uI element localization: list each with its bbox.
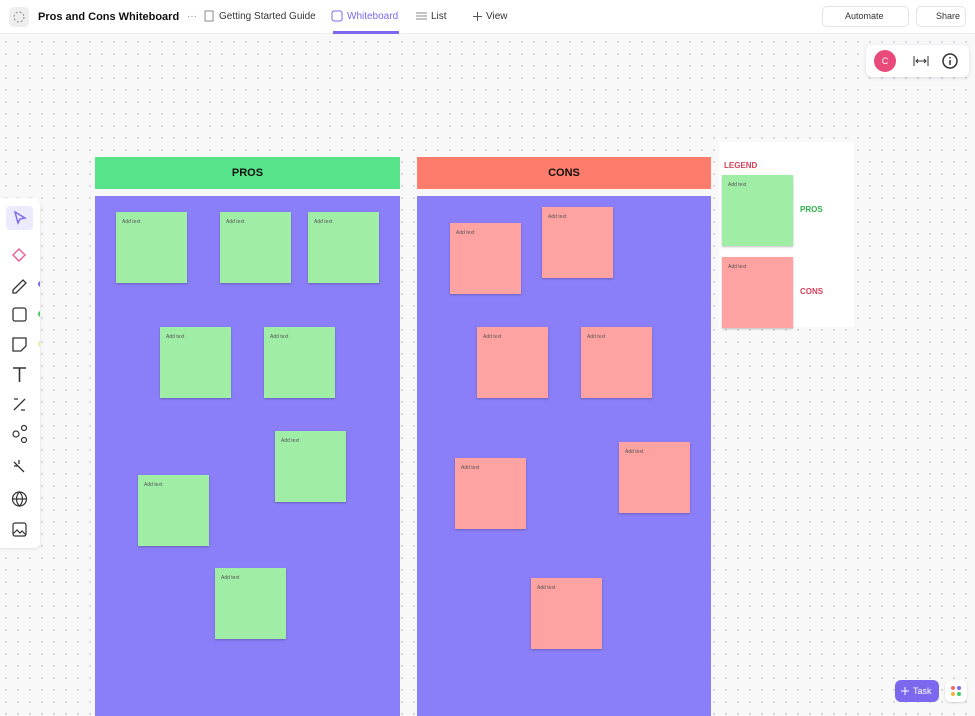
tab[interactable]: View	[486, 11, 508, 22]
tab-active[interactable]: Whiteboard	[347, 11, 399, 22]
sticky-note[interactable]: Add text	[722, 175, 793, 246]
text-tool[interactable]	[13, 367, 26, 382]
info-icon[interactable]	[942, 53, 958, 69]
pen-tool[interactable]	[12, 279, 27, 294]
plus-icon	[901, 687, 909, 695]
automate-label: Automate	[845, 11, 884, 21]
list-icon	[416, 12, 427, 20]
space-icon[interactable]	[9, 7, 29, 27]
task-button[interactable]: Task	[895, 680, 939, 702]
sticky-note[interactable]: Add text	[264, 327, 335, 398]
image-tool[interactable]	[12, 522, 27, 537]
task-label: Task	[913, 686, 932, 696]
sticky-note[interactable]: Add text	[542, 207, 613, 278]
sticky-note[interactable]: Add text	[455, 458, 526, 529]
sticky-tool[interactable]	[12, 337, 27, 352]
pros-column: PROS	[95, 157, 400, 189]
plus-icon	[473, 12, 482, 21]
sticky-note[interactable]: Add text	[477, 327, 548, 398]
fit-icon[interactable]	[913, 54, 929, 68]
automate-button[interactable]	[822, 6, 909, 27]
sticky-note[interactable]: Add text	[116, 212, 187, 283]
connector-tool[interactable]	[13, 398, 26, 411]
legend-label: CONS	[800, 287, 824, 296]
ai-tool[interactable]	[12, 248, 26, 262]
embed-tool[interactable]	[11, 491, 28, 507]
sticky-note[interactable]: Add text	[275, 431, 346, 502]
column-header: PROS	[95, 157, 400, 189]
page-title: Pros and Cons Whiteboard	[38, 11, 180, 23]
sticky-note[interactable]: Add text	[160, 327, 231, 398]
toolbar-icons	[6, 206, 44, 537]
sticky-note[interactable]: Add text	[722, 257, 793, 328]
sticky-note[interactable]: Add text	[215, 568, 286, 639]
toolbar	[0, 198, 44, 548]
doc-icon	[204, 10, 214, 22]
tab[interactable]: List	[431, 11, 447, 22]
sticky-note[interactable]: Add text	[308, 212, 379, 283]
column-header: CONS	[417, 157, 711, 189]
legend-title: LEGEND	[724, 161, 758, 170]
legend-label: PROS	[800, 205, 823, 214]
sticky-note[interactable]: Add text	[450, 223, 521, 294]
sticky-note[interactable]: Add text	[619, 442, 690, 513]
sticky-note[interactable]: Add text	[220, 212, 291, 283]
apps-icon	[951, 686, 961, 696]
top-bar: Pros and Cons Whiteboard ··· Getting Sta…	[0, 0, 975, 34]
sticky-note[interactable]: Add text	[581, 327, 652, 398]
apps-button[interactable]	[945, 680, 967, 702]
mindmap-tool[interactable]	[12, 424, 28, 444]
cons-column: CONS	[417, 157, 711, 189]
sticky-note[interactable]: Add text	[138, 475, 209, 546]
avatar[interactable]: C	[874, 50, 896, 72]
magic-tool[interactable]	[13, 460, 25, 473]
share-label: Share	[936, 11, 961, 21]
tab-underline	[333, 31, 399, 34]
collab-bar: C	[866, 45, 969, 77]
more-menu[interactable]: ···	[187, 11, 197, 22]
legend-panel: LEGEND Add text PROS Add text CONS	[719, 142, 854, 328]
shape-tool[interactable]	[12, 307, 27, 322]
sticky-note[interactable]: Add text	[531, 578, 602, 649]
share-button[interactable]	[916, 6, 966, 27]
tab[interactable]: Getting Started Guide	[219, 11, 316, 22]
whiteboard-icon	[331, 10, 343, 22]
select-tool[interactable]	[13, 210, 27, 225]
